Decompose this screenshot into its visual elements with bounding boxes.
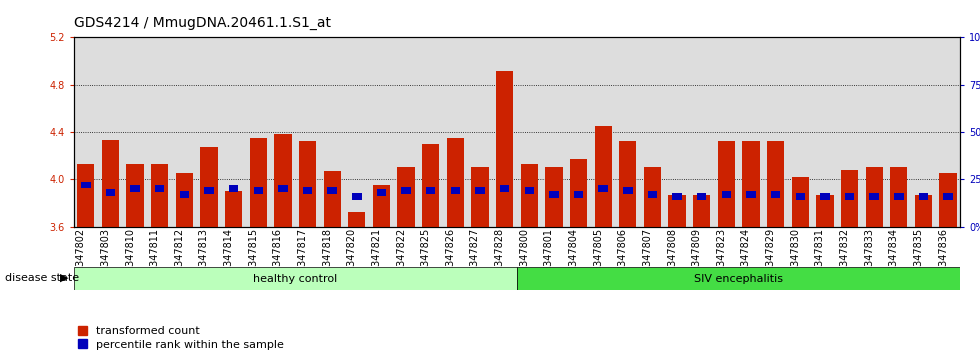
Bar (914, 195, 932, 227)
Bar (845, 193, 855, 200)
Bar (574, 191, 583, 198)
Bar (106, 189, 116, 196)
Bar (517, 267, 960, 290)
Bar (644, 167, 662, 227)
Bar (299, 141, 317, 227)
Bar (179, 191, 189, 198)
Bar (130, 185, 140, 192)
Bar (229, 185, 238, 192)
Bar (672, 193, 682, 200)
Bar (278, 185, 288, 192)
Bar (865, 167, 883, 227)
Bar (524, 187, 534, 194)
Bar (151, 164, 169, 227)
Bar (894, 193, 904, 200)
Bar (623, 187, 632, 194)
Bar (155, 185, 165, 192)
Bar (348, 212, 366, 227)
Bar (327, 187, 337, 194)
Bar (250, 138, 267, 227)
Bar (841, 170, 858, 227)
Bar (372, 185, 390, 227)
Bar (697, 193, 707, 200)
Bar (274, 134, 291, 227)
Bar (717, 141, 735, 227)
Text: SIV encephalitis: SIV encephalitis (694, 274, 783, 284)
Text: GDS4214 / MmugDNA.20461.1.S1_at: GDS4214 / MmugDNA.20461.1.S1_at (74, 16, 330, 30)
Bar (771, 191, 780, 198)
Bar (402, 187, 411, 194)
Bar (890, 167, 907, 227)
Bar (520, 164, 538, 227)
Bar (376, 189, 386, 196)
Bar (126, 164, 144, 227)
Bar (74, 267, 517, 290)
Bar (102, 140, 120, 227)
Bar (545, 167, 563, 227)
Text: disease state: disease state (5, 273, 79, 283)
Bar (303, 187, 313, 194)
Bar (599, 185, 608, 192)
Bar (496, 72, 514, 227)
Bar (200, 147, 218, 227)
Bar (175, 173, 193, 227)
Bar (668, 195, 686, 227)
Bar (767, 141, 784, 227)
Text: ▶: ▶ (60, 273, 69, 283)
Bar (648, 191, 658, 198)
Bar (820, 193, 830, 200)
Bar (792, 177, 808, 227)
Bar (422, 144, 439, 227)
Bar (352, 193, 362, 200)
Bar (225, 191, 242, 227)
Bar (254, 187, 263, 194)
Legend: transformed count, percentile rank within the sample: transformed count, percentile rank withi… (74, 321, 288, 354)
Bar (323, 171, 341, 227)
Bar (500, 185, 510, 192)
Bar (471, 167, 489, 227)
Bar (398, 167, 415, 227)
Bar (944, 193, 953, 200)
Bar (796, 193, 805, 200)
Bar (204, 187, 214, 194)
Bar (451, 187, 460, 194)
Bar (77, 164, 94, 227)
Bar (619, 141, 636, 227)
Bar (918, 193, 928, 200)
Bar (81, 182, 90, 188)
Bar (447, 138, 464, 227)
Bar (743, 141, 760, 227)
Bar (595, 126, 612, 227)
Bar (940, 173, 956, 227)
Bar (816, 195, 834, 227)
Bar (693, 195, 710, 227)
Bar (721, 191, 731, 198)
Bar (869, 193, 879, 200)
Bar (570, 159, 587, 227)
Bar (549, 191, 559, 198)
Bar (746, 191, 756, 198)
Bar (475, 187, 485, 194)
Text: healthy control: healthy control (253, 274, 337, 284)
Bar (426, 187, 435, 194)
